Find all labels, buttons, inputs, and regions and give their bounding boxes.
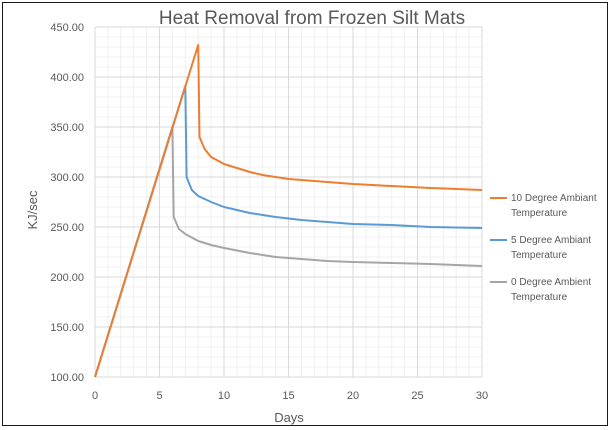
y-tick-label: 100.00 [50, 372, 84, 384]
legend-label: 0 Degree Ambient [511, 277, 591, 288]
legend-label: Temperature [511, 292, 568, 303]
series-line [94, 126, 483, 378]
y-tick-label: 350.00 [50, 122, 84, 134]
x-axis-label: Days [274, 410, 304, 425]
y-tick-label: 150.00 [50, 322, 84, 334]
legend-item: 0 Degree Ambient Temperature [490, 277, 591, 303]
series-layer [94, 44, 483, 378]
legend-label: Temperature [511, 208, 568, 219]
y-tick-label: 200.00 [50, 272, 84, 284]
x-tick-label: 25 [411, 390, 423, 402]
x-tick-label: 15 [282, 390, 294, 402]
major-gridlines [94, 26, 483, 378]
y-tick-label: 450.00 [50, 22, 84, 34]
legend-label: Temperature [511, 250, 568, 261]
x-tick-labels: 0 5 10 15 20 25 30 [92, 390, 488, 402]
x-tick-label: 20 [347, 390, 359, 402]
legend-label: 10 Degree Ambiant [511, 193, 597, 204]
x-tick-label: 30 [476, 390, 488, 402]
y-tick-labels: 100.00 150.00 200.00 250.00 300.00 350.00 400.… [50, 22, 84, 384]
y-tick-label: 300.00 [50, 172, 84, 184]
series-line [94, 85, 483, 378]
y-tick-label: 250.00 [50, 222, 84, 234]
chart-frame [2, 2, 608, 426]
series-line [94, 44, 483, 378]
x-tick-label: 10 [218, 390, 230, 402]
legend-item: 10 Degree Ambiant Temperature [490, 193, 597, 219]
y-axis-label: KJ/sec [25, 190, 40, 230]
x-tick-label: 0 [92, 390, 98, 402]
legend-label: 5 Degree Ambiant [511, 235, 591, 246]
y-tick-label: 400.00 [50, 72, 84, 84]
legend-item: 5 Degree Ambiant Temperature [490, 235, 591, 261]
x-tick-label: 5 [156, 390, 162, 402]
chart-title: Heat Removal from Frozen Silt Mats [159, 8, 465, 29]
